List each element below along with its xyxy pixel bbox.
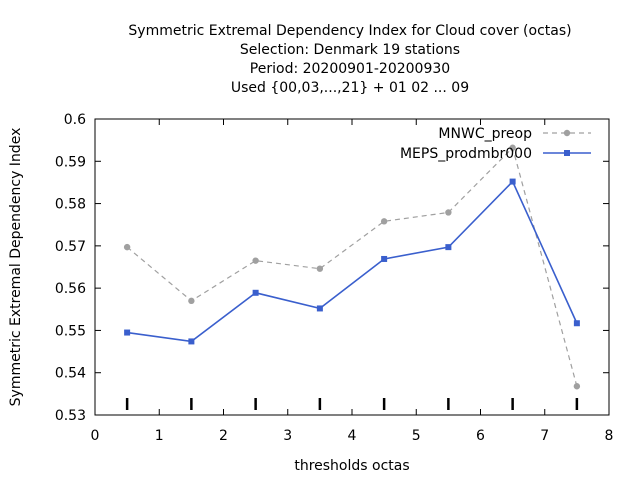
y-tick-label: 0.56 bbox=[55, 281, 86, 297]
chart-axes: 0 1 2 3 4 5 6 7 8 0.53 0.54 0.55 0.56 0.57 0.58 0.59 0.6 bbox=[55, 112, 614, 444]
data-point bbox=[252, 289, 259, 296]
x-tick-label: 7 bbox=[540, 428, 549, 444]
chart-title-line: Period: 20200901-20200930 bbox=[250, 61, 450, 77]
chart-title-line: Used {00,03,...,21} + 01 02 ... 09 bbox=[231, 80, 469, 96]
x-tick-label: 5 bbox=[412, 428, 421, 444]
y-tick-label: 0.55 bbox=[55, 323, 86, 339]
data-point bbox=[573, 320, 580, 327]
x-tick-label: 2 bbox=[219, 428, 228, 444]
data-point bbox=[316, 305, 323, 312]
chart-series-lines bbox=[126, 146, 578, 387]
y-tick-label: 0.54 bbox=[55, 366, 86, 382]
data-point bbox=[509, 144, 516, 151]
data-point bbox=[445, 209, 452, 216]
x-tick-label: 6 bbox=[476, 428, 485, 444]
legend-label: MNWC_preop bbox=[438, 126, 532, 142]
chart-marks bbox=[125, 398, 579, 410]
data-point bbox=[381, 255, 388, 262]
y-tick-label: 0.58 bbox=[55, 197, 86, 213]
x-tick-label: 4 bbox=[348, 428, 357, 444]
x-tick-label: 8 bbox=[605, 428, 614, 444]
chart-title: Symmetric Extremal Dependency Index for … bbox=[128, 23, 571, 96]
x-axis-label: thresholds octas bbox=[294, 458, 409, 474]
x-tick-label: 1 bbox=[155, 428, 164, 444]
y-tick-label: 0.57 bbox=[55, 239, 86, 255]
data-point bbox=[316, 265, 324, 272]
y-axis-label: Symmetric Extremal Dependency Index bbox=[8, 128, 24, 407]
chart-title-line: Symmetric Extremal Dependency Index for … bbox=[128, 23, 571, 39]
x-tick-label: 3 bbox=[283, 428, 292, 444]
legend-swatch-marker bbox=[564, 150, 570, 156]
series-line-meps-prodmbr000 bbox=[127, 180, 578, 343]
data-point bbox=[188, 338, 195, 345]
data-point bbox=[509, 178, 516, 185]
series-line-mnwc-preop bbox=[126, 146, 578, 387]
data-point bbox=[445, 244, 452, 251]
data-point bbox=[380, 218, 388, 225]
legend-swatch-marker bbox=[563, 129, 571, 137]
x-tick-label: 0 bbox=[91, 428, 100, 444]
legend-label: MEPS_prodmbr000 bbox=[400, 146, 532, 162]
data-point bbox=[573, 383, 581, 390]
data-point bbox=[124, 329, 131, 336]
data-point bbox=[252, 257, 259, 264]
plot-frame bbox=[94, 118, 610, 416]
data-point bbox=[188, 297, 195, 305]
chart-points bbox=[123, 144, 581, 390]
chart-legend: MNWC_preop MEPS_prodmbr000 bbox=[400, 126, 591, 162]
y-tick-label: 0.59 bbox=[55, 154, 86, 170]
y-tick-label: 0.6 bbox=[64, 112, 86, 128]
y-tick-label: 0.53 bbox=[55, 408, 86, 424]
chart-title-line: Selection: Denmark 19 stations bbox=[240, 42, 460, 58]
data-point bbox=[123, 243, 131, 251]
